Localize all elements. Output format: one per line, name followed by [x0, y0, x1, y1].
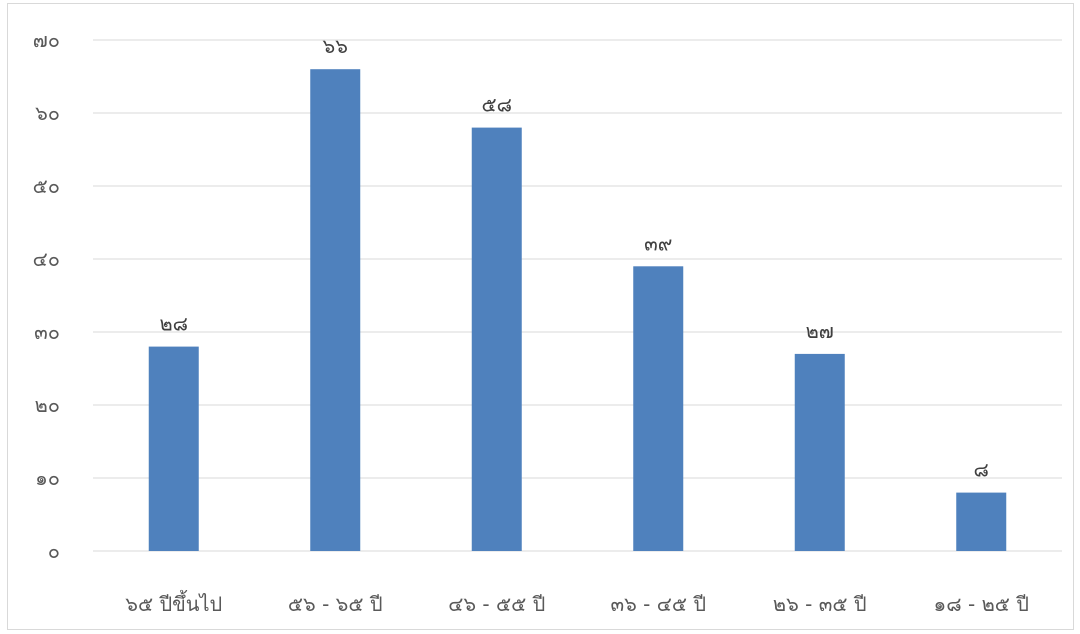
bar: [148, 346, 199, 551]
y-tick-label: ๖๐: [35, 101, 60, 125]
bar: [794, 353, 845, 551]
x-tick-label: ๖๕ ปีขึ้นไป: [125, 590, 222, 616]
data-label: ๒๘: [159, 312, 188, 336]
data-label: ๕๘: [481, 93, 512, 117]
data-label: ๓๙: [644, 231, 672, 255]
data-label: ๒๗: [806, 319, 834, 343]
x-tick-label: ๒๖ - ๓๕ ปี: [773, 592, 867, 616]
bars: [148, 69, 1007, 551]
x-tick-label: ๑๘ - ๒๕ ปี: [934, 592, 1029, 616]
bar: [956, 492, 1007, 551]
y-axis-ticks: ๐ ๑๐ ๒๐ ๓๐ ๔๐ ๕๐ ๖๐ ๗๐: [33, 28, 60, 563]
y-tick-label: ๓๐: [34, 320, 60, 344]
gridlines: [93, 39, 1062, 552]
x-tick-label: ๓๖ - ๔๕ ปี: [610, 592, 706, 616]
bar: [310, 69, 361, 551]
y-tick-label: ๔๐: [33, 247, 60, 271]
bar: [633, 266, 684, 551]
y-tick-label: ๒๐: [35, 393, 60, 417]
y-tick-label: ๑๐: [35, 466, 60, 490]
bar: [471, 127, 522, 551]
data-label: ๖๖: [323, 34, 348, 58]
x-tick-label: ๔๖ - ๕๕ ปี: [448, 592, 545, 616]
x-tick-label: ๕๖ - ๖๕ ปี: [288, 592, 383, 616]
y-tick-label: ๐: [48, 539, 60, 563]
data-label: ๘: [974, 458, 989, 482]
y-tick-label: ๕๐: [33, 174, 60, 198]
y-tick-label: ๗๐: [33, 28, 60, 52]
x-axis-ticks: ๖๕ ปีขึ้นไป ๕๖ - ๖๕ ปี ๔๖ - ๕๕ ปี ๓๖ - ๔๕ ป…: [125, 590, 1029, 616]
